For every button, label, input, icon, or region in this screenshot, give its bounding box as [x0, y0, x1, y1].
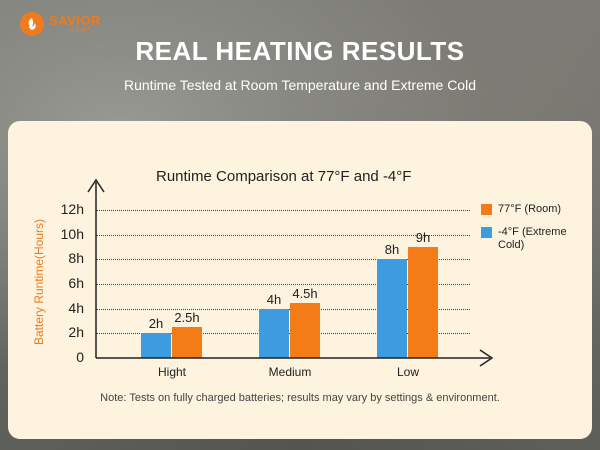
data-label: 4.5h	[292, 285, 318, 301]
y-tick-label: 0	[76, 349, 84, 365]
data-label: 4h	[266, 291, 282, 307]
page-title: REAL HEATING RESULTS	[135, 36, 465, 66]
bar-room-hight	[172, 327, 202, 358]
page-subtitle: Runtime Tested at Room Temperature and E…	[124, 77, 476, 93]
data-label: 8h	[384, 242, 400, 258]
legend-label: -4°F (Extreme Cold)	[498, 226, 567, 251]
y-tick-label: 4h	[68, 299, 84, 316]
y-tick-label: 8h	[68, 250, 84, 267]
bar-extreme-cold-medium	[259, 308, 289, 358]
data-label: 2.5h	[174, 310, 200, 326]
y-tick-label: 6h	[68, 275, 84, 291]
x-tick-label: Hight	[157, 365, 186, 379]
gridline	[96, 259, 470, 261]
brand-sub: HEAT	[69, 27, 92, 34]
y-tick-label: 2h	[68, 324, 84, 341]
chart-card	[8, 121, 592, 439]
y-tick-label: 12h	[60, 201, 84, 217]
chart-title: Runtime Comparison at 77°F and -4°F	[156, 168, 412, 185]
x-axis-arrow	[479, 349, 494, 367]
footnote: Note: Tests on fully charged batteries; …	[100, 392, 500, 404]
bar-extreme-cold-low	[377, 259, 407, 358]
gridline	[96, 284, 470, 285]
x-tick-label: Low	[396, 365, 419, 379]
legend-item: -4°F (Extreme Cold)	[481, 226, 583, 252]
flame-swirl-icon	[20, 12, 44, 36]
bar-room-low	[408, 247, 438, 358]
brand-name: SAVIOR	[49, 13, 101, 28]
legend-item: 77°F (Room)	[481, 203, 583, 216]
gridline	[96, 210, 470, 211]
y-axis-arrow	[87, 178, 105, 193]
brand-logo: SAVIOR HEAT	[20, 12, 101, 36]
y-tick-label: 10h	[60, 225, 84, 242]
legend-label: 77°F (Room)	[498, 203, 562, 215]
bar-room-medium	[290, 302, 320, 358]
data-label: 9h	[415, 230, 431, 245]
x-tick-label: Medium	[268, 365, 312, 379]
legend-swatch	[481, 204, 492, 215]
gridline	[96, 234, 470, 236]
data-label: 2h	[148, 316, 164, 332]
legend-swatch	[481, 227, 492, 238]
bar-extreme-cold-hight	[141, 333, 171, 358]
